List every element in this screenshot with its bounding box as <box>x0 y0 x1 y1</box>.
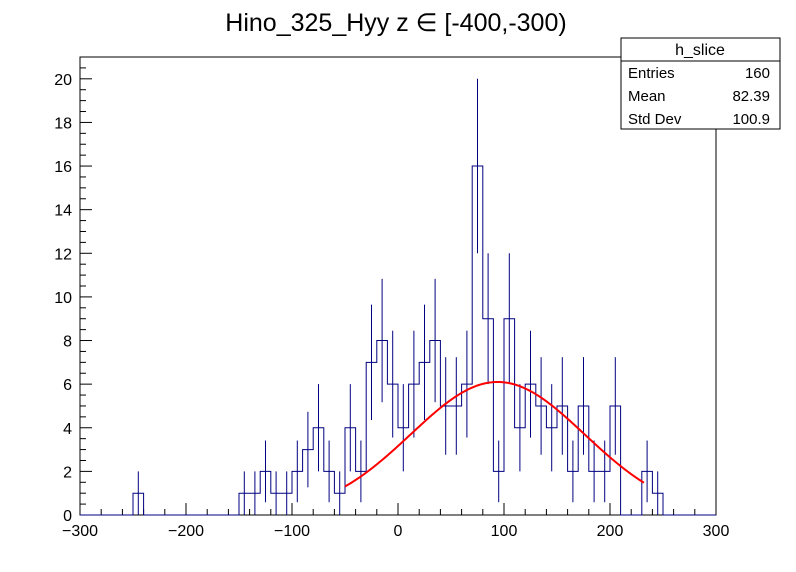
y-tick-label: 14 <box>54 203 72 220</box>
histogram-series <box>80 165 716 516</box>
chart-title: Hino_325_Hyy z ∈ [-400,-300) <box>225 9 566 37</box>
x-tick-label: 300 <box>703 523 730 540</box>
stats-stddev-label: Std Dev <box>628 111 682 128</box>
x-tick-label: 0 <box>394 523 403 540</box>
x-tick-label: −100 <box>274 523 310 540</box>
x-tick-label: −200 <box>168 523 204 540</box>
y-tick-labels: 0 2 4 6 8 10 12 14 16 18 20 <box>54 72 72 525</box>
y-tick-label: 4 <box>63 421 72 438</box>
stats-box-title: h_slice <box>675 42 725 59</box>
stats-box: h_slice Entries 160 Mean 82.39 Std Dev 1… <box>620 37 781 130</box>
stats-box-frame <box>620 37 781 130</box>
y-tick-label: 2 <box>63 464 72 481</box>
x-tick-labels: −300 −200 −100 0 100 200 300 <box>62 523 729 540</box>
x-tick-label: 200 <box>597 523 624 540</box>
x-tick-label: 100 <box>491 523 518 540</box>
stats-entries-label: Entries <box>628 65 675 82</box>
y-tick-label: 16 <box>54 159 72 176</box>
y-tick-label: 6 <box>63 377 72 394</box>
y-tick-label: 0 <box>63 508 72 525</box>
y-tick-label: 10 <box>54 290 72 307</box>
y-tick-label: 8 <box>63 334 72 351</box>
stats-mean-label: Mean <box>628 88 666 105</box>
y-tick-label: 12 <box>54 246 72 263</box>
error-bars <box>137 78 659 515</box>
y-tick-label: 20 <box>54 72 72 89</box>
stats-stddev-value: 100.9 <box>732 111 770 128</box>
x-tick-label: −300 <box>62 523 98 540</box>
gaussian-fit-curve <box>344 380 645 488</box>
stats-entries-value: 160 <box>745 65 770 82</box>
stats-mean-value: 82.39 <box>732 88 770 105</box>
y-tick-label: 18 <box>54 115 72 132</box>
